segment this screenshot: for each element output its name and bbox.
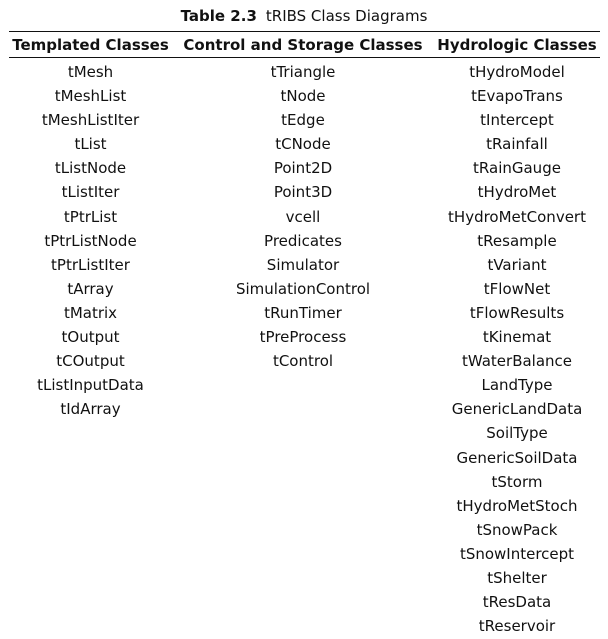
class-name-cell: tHydroMetConvert	[448, 207, 586, 226]
class-name-cell: tResData	[482, 593, 552, 612]
class-name-cell: SoilType	[486, 424, 548, 443]
header-templated-classes: Templated Classes	[12, 35, 169, 54]
class-name-cell: tPtrListIter	[51, 255, 130, 274]
class-name-cell: tStorm	[491, 472, 543, 491]
class-table: Templated Classes Control and Storage Cl…	[9, 31, 600, 638]
class-name-cell: tMesh	[67, 63, 114, 81]
class-name-cell: tRainGauge	[473, 159, 561, 178]
class-name-cell: tKinemat	[482, 328, 552, 347]
table-body: tMesh tMeshList tMeshListIter tList tListNod…	[9, 58, 600, 638]
column-control-storage-classes: tTriangle tNode tEdge tCNode Point2D Point3D v…	[172, 60, 434, 638]
class-name-cell: tWaterBalance	[461, 352, 573, 371]
class-name-cell: tFlowNet	[483, 279, 551, 298]
class-name-cell: tListNode	[54, 159, 127, 178]
class-name-cell: tMeshList	[54, 87, 127, 106]
table-title: tRIBS Class Diagrams	[265, 7, 428, 25]
class-name-cell: tPreProcess	[259, 328, 347, 347]
class-name-cell: tListInputData	[37, 376, 144, 395]
class-name-cell: LandType	[481, 376, 553, 395]
class-name-cell: tResample	[477, 231, 557, 250]
class-name-cell: vcell	[285, 207, 321, 226]
class-name-cell: tIntercept	[480, 111, 554, 130]
class-name-cell: tHydroModel	[469, 63, 565, 81]
class-name-cell: tListIter	[61, 183, 120, 202]
class-name-cell: tControl	[272, 352, 334, 371]
class-name-cell: tEvapoTrans	[471, 87, 563, 106]
class-name-cell: tArray	[67, 279, 114, 298]
class-name-cell: tMeshListIter	[41, 111, 140, 130]
top-rule	[9, 31, 600, 32]
column-hydrologic-classes: tHydroModel tEvapoTrans tIntercept tRainfal…	[434, 60, 600, 638]
header-row: Templated Classes Control and Storage Cl…	[9, 32, 600, 57]
class-name-cell: tRunTimer	[264, 303, 342, 322]
header-control-storage-classes: Control and Storage Classes	[183, 35, 423, 54]
class-name-cell: tSnowPack	[476, 520, 558, 539]
table-number: Table 2.3	[180, 7, 257, 25]
class-name-cell: tList	[74, 135, 107, 154]
class-name-cell: Point3D	[273, 183, 333, 202]
class-name-cell: tFlowResults	[469, 303, 565, 322]
class-name-cell: tShelter	[487, 568, 547, 587]
class-name-cell: tVariant	[487, 255, 547, 274]
class-name-cell: tHydroMetStoch	[456, 496, 578, 515]
class-name-cell: tCNode	[275, 135, 331, 154]
class-name-cell: tCOutput	[56, 352, 125, 371]
class-name-cell: GenericSoilData	[456, 448, 578, 467]
class-name-cell: tPtrList	[63, 207, 118, 226]
class-name-cell: tSnowIntercept	[459, 544, 575, 563]
class-name-cell: tPtrListNode	[44, 231, 137, 250]
class-name-cell: tNode	[280, 87, 326, 106]
class-name-cell: tRainfall	[486, 135, 548, 154]
class-name-cell: tReservoir	[478, 617, 556, 636]
class-name-cell: Simulator	[266, 255, 340, 274]
table-caption: Table 2.3 tRIBS Class Diagrams	[0, 6, 608, 26]
class-name-cell: tMatrix	[63, 303, 118, 322]
header-hydrologic-classes: Hydrologic Classes	[437, 35, 597, 54]
class-name-cell: tIdArray	[60, 400, 121, 419]
class-name-cell: tTriangle	[270, 63, 336, 81]
class-name-cell: Predicates	[264, 231, 342, 250]
header-rule	[9, 57, 600, 58]
class-name-cell: Point2D	[273, 159, 333, 178]
class-name-cell: tOutput	[61, 328, 120, 347]
column-templated-classes: tMesh tMeshList tMeshListIter tList tListNod…	[9, 60, 172, 638]
class-name-cell: tEdge	[281, 111, 325, 130]
class-name-cell: GenericLandData	[451, 400, 583, 419]
class-name-cell: SimulationControl	[235, 279, 371, 298]
class-name-cell: tHydroMet	[477, 183, 557, 202]
